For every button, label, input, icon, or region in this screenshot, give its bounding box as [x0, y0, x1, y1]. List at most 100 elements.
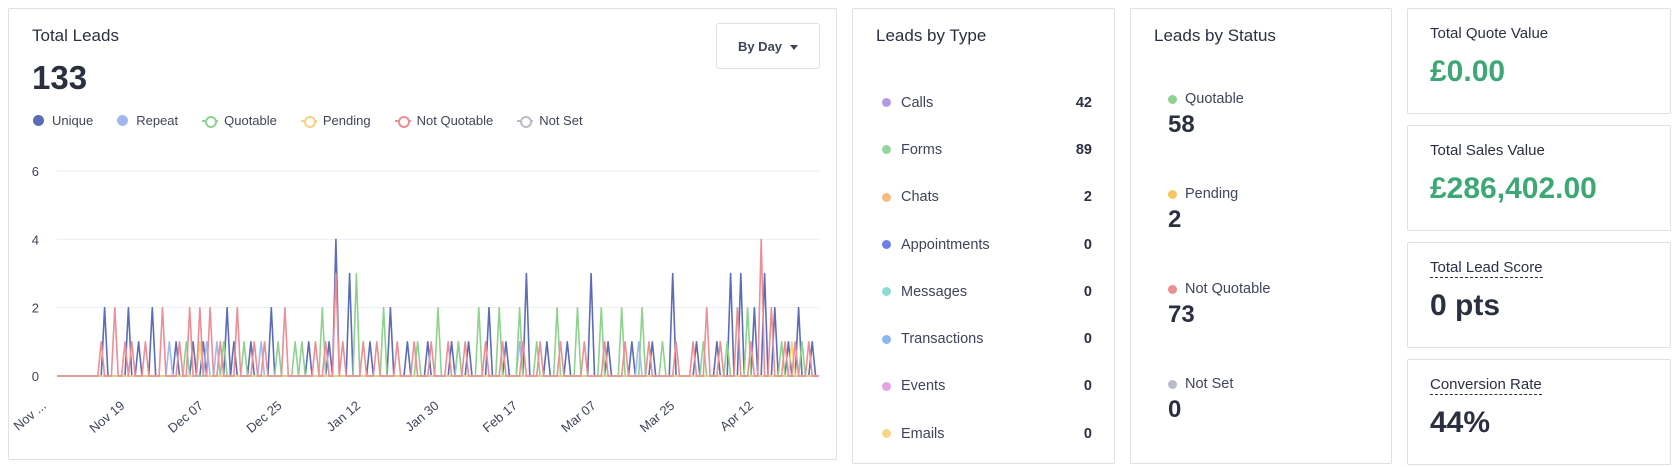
- y-tick-label: 6: [32, 164, 39, 179]
- legend-label: Repeat: [136, 113, 179, 128]
- x-tick-label: Mar 07: [558, 398, 599, 436]
- total-quote-value-card: Total Quote Value £0.00: [1407, 8, 1671, 114]
- lead-type-row: Chats 2: [882, 174, 1092, 221]
- x-tick-label: Dec 07: [165, 398, 206, 436]
- x-tick-label: Nov 19: [86, 398, 127, 436]
- lead-type-list: Calls 42 Forms 89 Chats 2 Appointments 0 Message…: [882, 79, 1092, 457]
- lead-type-row: Messages 0: [882, 268, 1092, 315]
- y-tick-label: 0: [32, 369, 39, 384]
- lead-type-count: 89: [1075, 141, 1092, 158]
- x-tick-label: Feb 17: [480, 398, 521, 436]
- lead-type-label: Calls: [901, 94, 934, 111]
- lead-status-value: 2: [1168, 206, 1182, 233]
- conversion-rate-card: Conversion Rate 44%: [1407, 359, 1671, 465]
- lead-type-count: 42: [1075, 94, 1092, 111]
- chart-legend: Unique Repeat Quotable Pending Not Quota…: [33, 113, 607, 128]
- kpi-title: Total Quote Value: [1430, 25, 1549, 42]
- x-tick-label: Jan 30: [402, 398, 442, 435]
- legend-ring-icon: [517, 115, 534, 128]
- lead-status-item: Not Quotable 73: [1168, 281, 1270, 376]
- total-lead-score: 0 pts: [1430, 289, 1501, 322]
- type-dot-icon: [882, 240, 891, 250]
- y-tick-label: 4: [32, 232, 39, 247]
- total-sales-value-card: Total Sales Value £286,402.00: [1407, 125, 1671, 231]
- x-tick-label: Apr 12: [717, 398, 756, 434]
- status-dot-icon: [1168, 284, 1177, 294]
- lead-status-list: Quotable 58 Pending 2 Not Quotable 73 Not Set 0: [1168, 91, 1270, 467]
- kpi-title-tooltip[interactable]: Conversion Rate: [1430, 376, 1542, 395]
- legend-label: Not Set: [539, 113, 583, 128]
- kpi-title-tooltip[interactable]: Total Lead Score: [1430, 259, 1543, 278]
- lead-type-label: Chats: [901, 189, 939, 206]
- lead-type-label: Transactions: [901, 331, 984, 348]
- total-leads-title: Total Leads: [32, 26, 119, 45]
- legend-label: Not Quotable: [416, 113, 494, 128]
- lead-status-text: Not Quotable: [1185, 281, 1271, 297]
- legend-label: Pending: [322, 113, 371, 128]
- lead-status-item: Pending 2: [1168, 186, 1270, 281]
- lead-type-label: Events: [901, 378, 946, 395]
- lead-status-text: Quotable: [1185, 91, 1244, 107]
- conversion-rate: 44%: [1430, 406, 1491, 439]
- legend-item-not-quotable[interactable]: Not Quotable: [394, 113, 494, 128]
- x-tick-label: Nov ...: [11, 398, 49, 434]
- legend-item-unique[interactable]: Unique: [33, 113, 93, 128]
- type-dot-icon: [882, 145, 891, 155]
- total-sales-value: £286,402.00: [1430, 172, 1597, 205]
- type-dot-icon: [882, 287, 891, 297]
- total-lead-score-card: Total Lead Score 0 pts: [1407, 242, 1671, 348]
- lead-type-count: 0: [1083, 331, 1092, 348]
- total-quote-value: £0.00: [1430, 55, 1506, 88]
- lead-status-value: 73: [1168, 301, 1195, 328]
- x-tick-label: Mar 25: [637, 398, 678, 436]
- lead-type-row: Events 0: [882, 363, 1092, 410]
- legend-item-quotable[interactable]: Quotable: [202, 113, 277, 128]
- lead-type-row: Calls 42: [882, 79, 1092, 126]
- type-dot-icon: [882, 429, 891, 439]
- lead-type-label: Forms: [901, 141, 943, 158]
- lead-status-label: Quotable: [1168, 91, 1270, 107]
- x-tick-label: Jan 12: [324, 398, 364, 435]
- legend-label: Quotable: [224, 113, 277, 128]
- lead-type-label: Messages: [901, 283, 968, 300]
- legend-item-not-set[interactable]: Not Set: [517, 113, 583, 128]
- chevron-down-icon: [790, 45, 799, 50]
- lead-type-count: 0: [1083, 283, 1092, 300]
- legend-item-pending[interactable]: Pending: [300, 113, 371, 128]
- legend-dot-icon: [33, 115, 44, 126]
- legend-ring-icon: [394, 115, 411, 128]
- lead-status-label: Not Quotable: [1168, 281, 1270, 297]
- lead-type-label: Appointments: [901, 236, 990, 253]
- type-dot-icon: [882, 334, 891, 344]
- lead-status-label: Not Set: [1168, 376, 1270, 392]
- lead-type-count: 2: [1083, 189, 1092, 206]
- y-tick-label: 2: [32, 301, 39, 316]
- status-dot-icon: [1168, 94, 1177, 104]
- lead-status-item: Not Set 0: [1168, 376, 1270, 467]
- lead-type-count: 0: [1083, 425, 1092, 442]
- lead-status-item: Quotable 58: [1168, 91, 1270, 186]
- legend-ring-icon: [300, 115, 317, 128]
- legend-label: Unique: [52, 113, 94, 128]
- legend-dot-icon: [117, 115, 129, 126]
- type-dot-icon: [882, 98, 891, 108]
- lead-type-row: Appointments 0: [882, 221, 1092, 268]
- lead-type-count: 0: [1083, 236, 1092, 253]
- lead-type-row: Forms 89: [882, 126, 1092, 173]
- leads-by-type-card: Leads by Type Calls 42 Forms 89 Chats 2 Appoin…: [852, 8, 1115, 464]
- legend-ring-icon: [202, 115, 219, 128]
- lead-status-label: Pending: [1168, 186, 1270, 202]
- lead-status-text: Pending: [1185, 186, 1239, 202]
- period-dropdown[interactable]: By Day: [716, 23, 820, 69]
- leads-by-status-card: Leads by Status Quotable 58 Pending 2 Not Qu…: [1130, 8, 1392, 464]
- lead-status-value: 0: [1168, 396, 1182, 423]
- type-dot-icon: [882, 192, 891, 202]
- kpi-title: Total Sales Value: [1430, 142, 1545, 159]
- type-dot-icon: [882, 381, 891, 391]
- series-line-not-quotable: [57, 238, 819, 377]
- period-dropdown-label: By Day: [737, 38, 783, 54]
- leads-line-chart: 0 2 4 6 Nov ... Nov 19 Dec 07 Dec 25 Jan 12 Jan 3…: [11, 164, 819, 436]
- lead-type-label: Emails: [901, 425, 945, 442]
- x-tick-label: Dec 25: [243, 398, 284, 436]
- legend-item-repeat[interactable]: Repeat: [117, 113, 178, 128]
